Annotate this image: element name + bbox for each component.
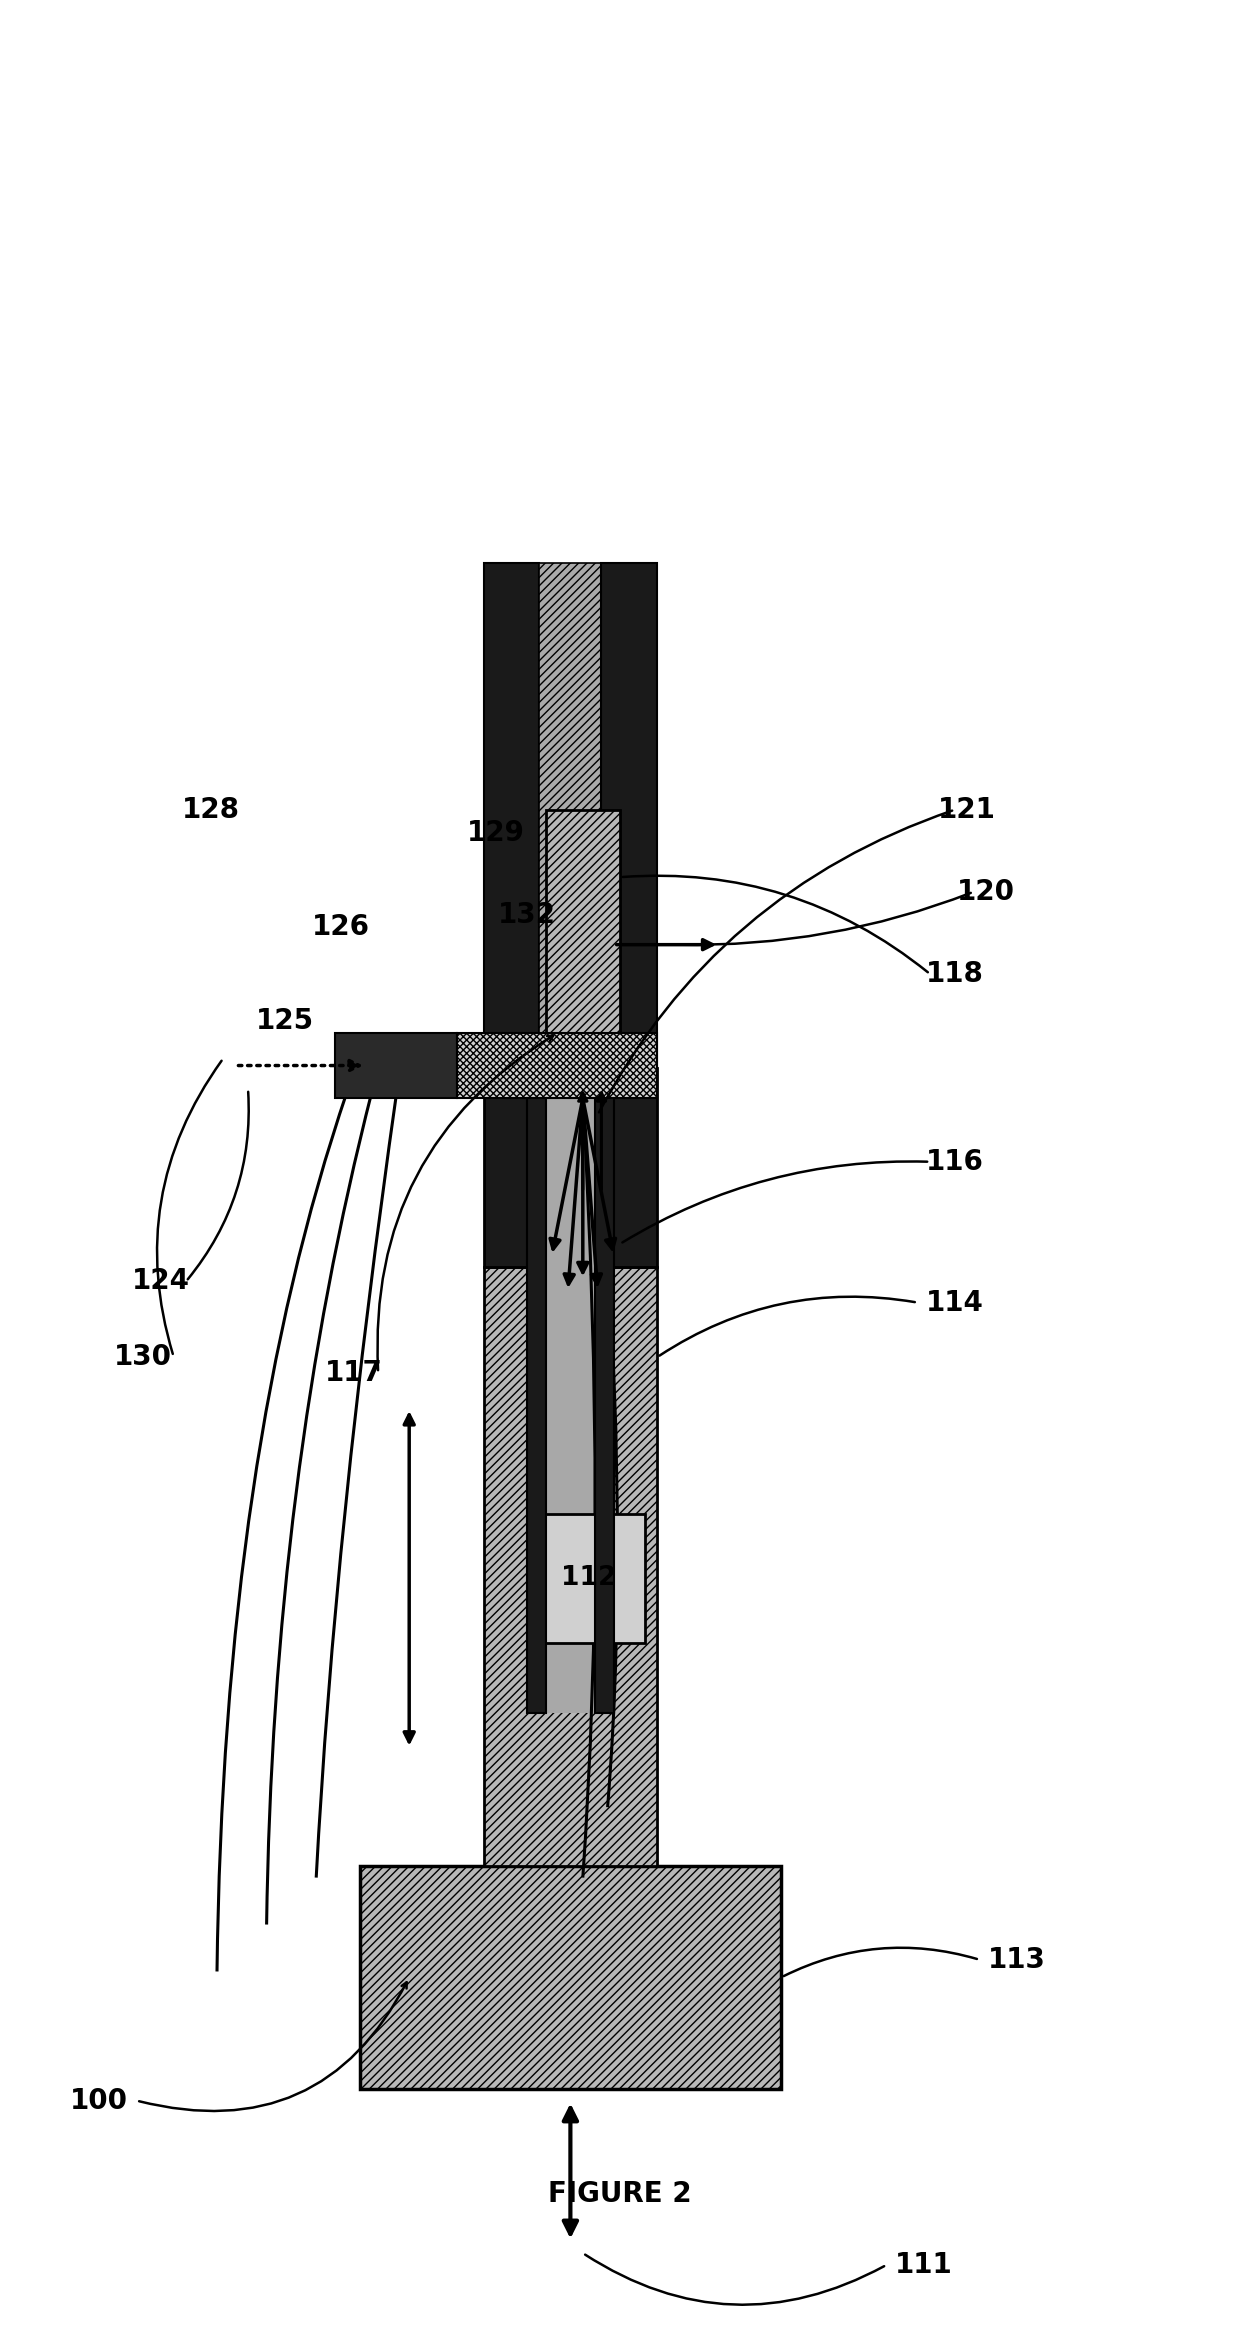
Text: 114: 114 — [926, 1289, 983, 1317]
Text: 111: 111 — [895, 2251, 952, 2279]
Bar — [595, 1098, 614, 1713]
Text: 126: 126 — [312, 913, 370, 941]
Text: 121: 121 — [939, 796, 996, 824]
Bar — [335, 1033, 458, 1098]
Bar — [484, 563, 539, 1068]
Text: 125: 125 — [257, 1007, 314, 1035]
Text: 128: 128 — [182, 796, 239, 824]
Text: 129: 129 — [467, 819, 525, 847]
Bar — [539, 563, 601, 1068]
Bar — [484, 1068, 657, 1267]
Text: 130: 130 — [114, 1342, 171, 1371]
Text: FIGURE 2: FIGURE 2 — [548, 2180, 692, 2209]
Bar — [527, 1098, 546, 1713]
Text: 113: 113 — [988, 1946, 1045, 1974]
Text: 118: 118 — [926, 960, 983, 988]
Bar — [484, 1267, 657, 1866]
Bar — [601, 563, 657, 1068]
Text: 120: 120 — [957, 878, 1014, 906]
Bar — [458, 1033, 657, 1098]
Text: 117: 117 — [325, 1359, 382, 1387]
Text: 112: 112 — [562, 1565, 616, 1591]
Text: 116: 116 — [926, 1148, 983, 1176]
Bar — [546, 810, 620, 1080]
Text: 124: 124 — [133, 1267, 190, 1296]
Text: 132: 132 — [498, 901, 556, 929]
Bar — [533, 1514, 645, 1643]
Text: 100: 100 — [71, 2086, 128, 2115]
Bar — [360, 1866, 781, 2089]
Bar — [546, 1098, 595, 1713]
